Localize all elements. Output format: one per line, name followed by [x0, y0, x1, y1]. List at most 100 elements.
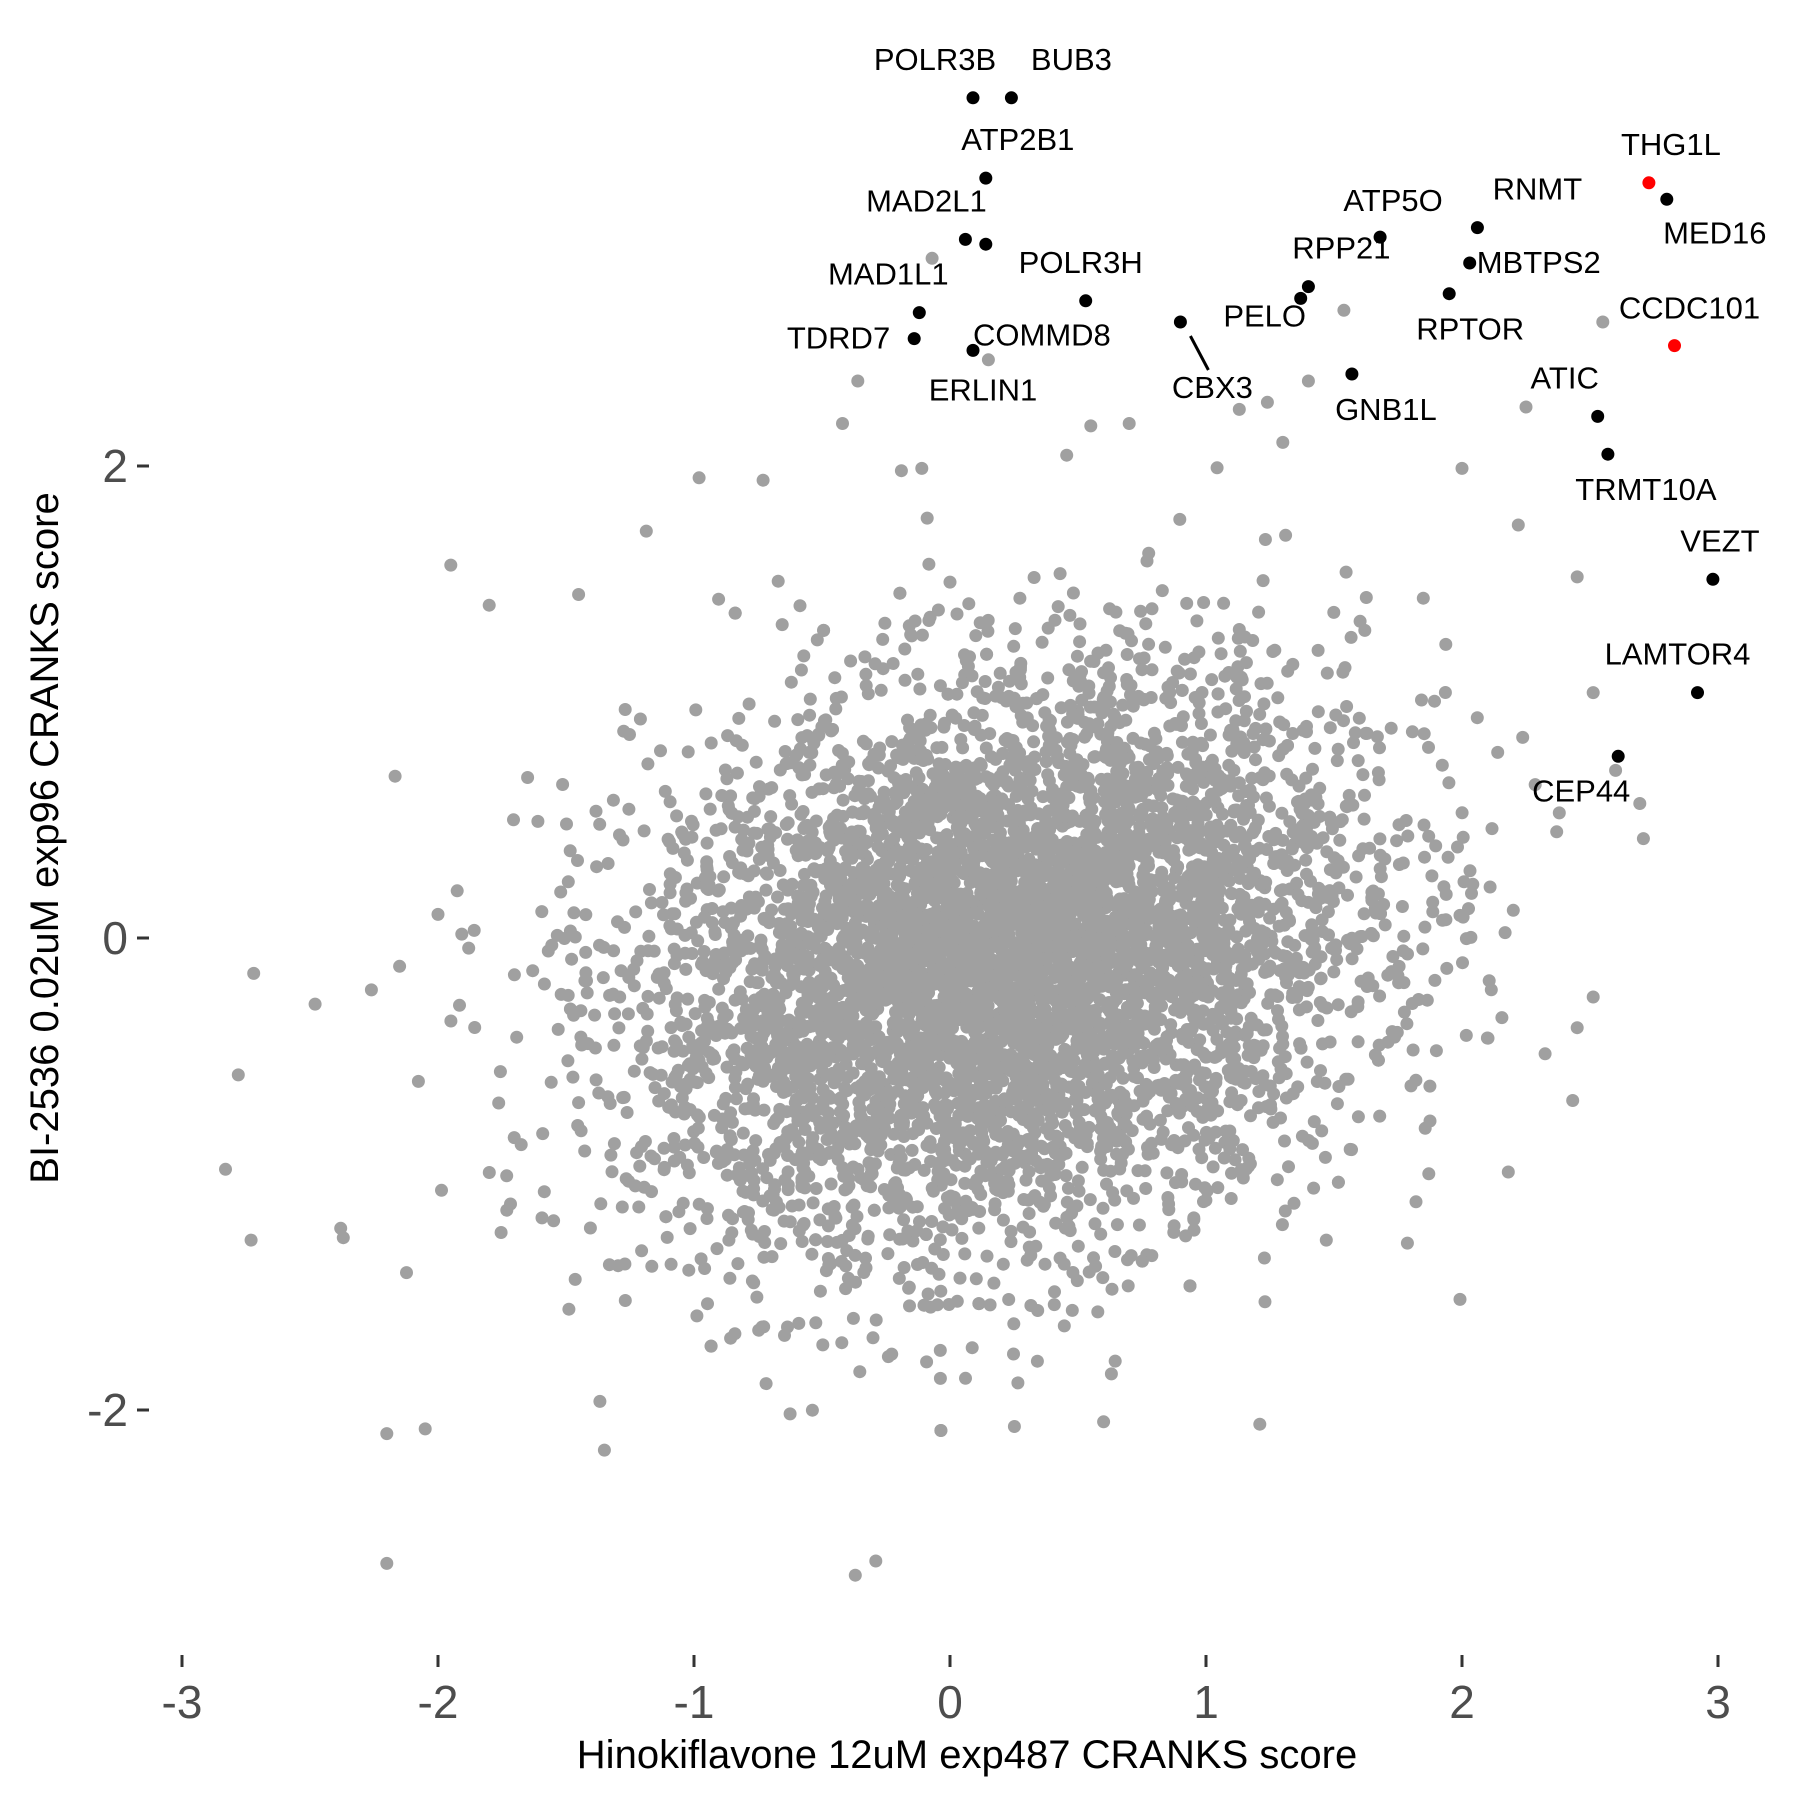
background-point	[702, 883, 715, 896]
background-point	[1336, 665, 1350, 679]
background-point	[1150, 1079, 1164, 1093]
background-point	[1495, 1011, 1509, 1025]
background-point	[1168, 1003, 1182, 1017]
background-point	[1088, 1217, 1102, 1231]
background-point	[618, 1294, 632, 1307]
background-point	[658, 784, 672, 798]
background-point	[1039, 755, 1053, 769]
background-point	[1042, 804, 1056, 818]
background-point	[615, 1200, 629, 1214]
background-point	[898, 1089, 912, 1103]
background-point	[1131, 1164, 1145, 1178]
background-point	[950, 607, 964, 621]
background-point	[933, 1172, 947, 1186]
background-point	[579, 908, 593, 922]
background-point	[1392, 858, 1406, 871]
background-point	[1119, 1135, 1133, 1149]
background-point	[1351, 1000, 1365, 1014]
background-point	[1483, 880, 1497, 894]
background-point	[732, 1161, 746, 1175]
background-point	[923, 610, 937, 624]
background-point	[670, 809, 684, 823]
background-point	[572, 588, 586, 601]
background-point	[1289, 951, 1303, 965]
background-point	[1441, 850, 1455, 864]
background-point	[493, 1065, 507, 1079]
background-point	[1395, 900, 1409, 913]
background-point	[692, 1197, 706, 1211]
background-point	[983, 1298, 997, 1312]
background-point	[629, 905, 643, 919]
background-point	[1053, 1251, 1067, 1265]
background-point	[1089, 720, 1103, 734]
background-point	[1145, 885, 1159, 898]
background-point	[1004, 1235, 1018, 1249]
background-point	[1416, 942, 1430, 956]
background-point	[1214, 647, 1228, 661]
background-point	[1344, 630, 1358, 644]
background-point	[1259, 791, 1273, 805]
background-point	[663, 867, 677, 881]
background-point	[664, 922, 678, 936]
background-point	[1104, 1367, 1118, 1381]
background-point	[778, 745, 792, 758]
background-point	[400, 1266, 413, 1280]
background-point	[938, 1202, 952, 1215]
background-point	[1459, 1028, 1473, 1042]
background-point	[664, 1257, 678, 1271]
background-point	[729, 1092, 743, 1106]
background-point	[627, 1064, 641, 1078]
background-point	[1179, 779, 1193, 793]
background-point	[973, 1020, 987, 1034]
background-point	[1538, 1047, 1552, 1061]
background-point	[435, 1183, 448, 1197]
background-point	[768, 714, 782, 728]
background-point	[635, 1052, 649, 1066]
background-point	[773, 864, 787, 877]
background-point	[1329, 943, 1342, 957]
background-point	[1258, 1295, 1272, 1309]
background-point	[781, 1165, 795, 1179]
background-point	[1183, 667, 1197, 681]
background-point	[929, 1102, 943, 1116]
background-point	[617, 1090, 631, 1104]
background-point	[1286, 657, 1300, 671]
background-point	[1244, 1109, 1257, 1123]
background-point	[933, 1371, 947, 1385]
background-point	[747, 1276, 761, 1290]
background-point	[618, 1257, 632, 1271]
background-point	[650, 970, 664, 984]
background-point	[1037, 1174, 1051, 1188]
background-point	[1007, 1347, 1020, 1361]
background-point	[906, 1234, 920, 1248]
background-point	[1291, 888, 1305, 901]
background-point	[1470, 711, 1484, 725]
background-point	[1252, 605, 1266, 619]
background-point	[1417, 727, 1431, 741]
background-point	[1257, 697, 1271, 711]
background-point	[690, 1076, 704, 1090]
background-point	[737, 1148, 751, 1162]
background-point	[973, 616, 987, 630]
background-point	[588, 1041, 602, 1055]
background-point	[1111, 1064, 1125, 1077]
background-point	[526, 964, 540, 978]
background-point	[467, 923, 481, 937]
background-point	[935, 740, 949, 754]
background-point	[885, 910, 899, 924]
background-point	[934, 1284, 948, 1298]
background-point	[1260, 676, 1274, 690]
background-point	[975, 1126, 989, 1140]
background-point	[1230, 1012, 1244, 1026]
background-point	[1167, 871, 1181, 885]
background-point	[718, 916, 732, 929]
background-point	[978, 675, 992, 688]
background-point	[996, 765, 1010, 779]
background-point	[1331, 742, 1345, 756]
background-point	[1146, 1146, 1160, 1160]
background-point	[663, 886, 677, 900]
background-point	[803, 758, 817, 772]
background-point	[700, 1212, 714, 1225]
background-point	[1109, 605, 1123, 619]
background-point	[1231, 902, 1245, 916]
